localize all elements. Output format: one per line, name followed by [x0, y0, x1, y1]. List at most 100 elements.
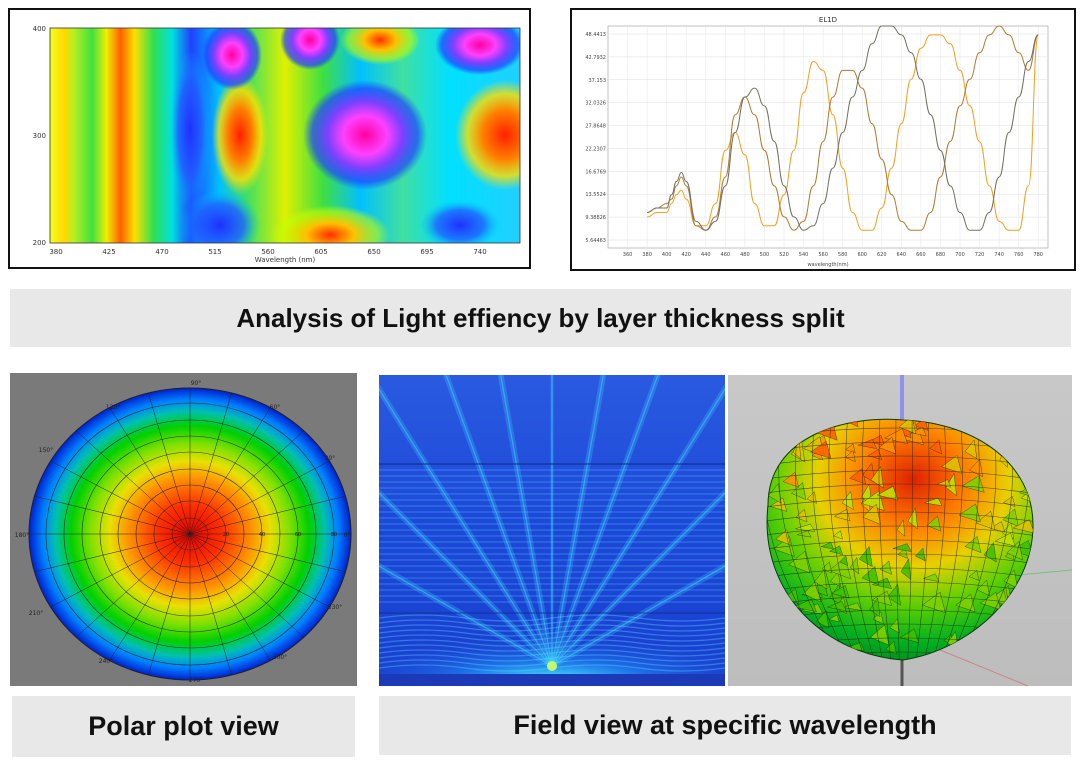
polar-radial-label: 40: [259, 532, 265, 538]
field-ray: [551, 492, 725, 667]
heatmap-x-tick: 515: [208, 248, 221, 256]
polar-spoke: [189, 407, 271, 535]
far-field-mesh-line: [767, 567, 1033, 579]
far-field-spike: [816, 610, 830, 629]
line-chart-y-tick: 16.6769: [585, 169, 606, 175]
field-fringe: [379, 649, 725, 657]
polar-spoke: [148, 392, 191, 535]
polar-angle-label: 210°: [29, 610, 43, 617]
far-field-spike: [955, 643, 974, 656]
polar-spoke: [189, 533, 330, 608]
far-field-spike: [1032, 419, 1033, 428]
far-field-mesh-line: [767, 511, 1033, 523]
polar-angle-label: 120°: [106, 404, 120, 411]
line-chart-x-tick: 520: [779, 252, 789, 258]
far-field-mesh-line: [923, 419, 947, 661]
line-chart-x-tick: 640: [897, 252, 907, 258]
line-chart-x-tick: 760: [1014, 252, 1024, 258]
far-field-spike: [900, 558, 912, 581]
far-field-spike: [896, 519, 906, 537]
far-field-spike: [869, 597, 881, 618]
line-chart-x-label: wavelength(nm): [807, 262, 848, 268]
polar-spoke: [75, 533, 191, 638]
field-ray: [500, 375, 553, 667]
far-field-spike: [910, 426, 927, 437]
polar-spoke: [189, 460, 330, 535]
far-field-spike: [795, 508, 808, 523]
far-field-spike: [788, 550, 810, 574]
far-field-mesh-line: [861, 419, 884, 661]
line-chart-x-tick: 400: [662, 252, 672, 258]
far-field-spike: [775, 529, 791, 546]
polar-angle-label: 240°: [99, 658, 113, 665]
field-ray: [551, 375, 604, 667]
polar-angle-labels: 90° 120° 60° 150° 30° 180° 0° 210° 330° …: [15, 380, 351, 684]
far-field-spike: [857, 439, 877, 449]
far-field-mesh-line: [767, 469, 1033, 481]
far-field-mesh-line: [767, 455, 1033, 467]
line-chart-y-tick: 13.5524: [585, 192, 606, 198]
analysis-banner: Analysis of Light effiency by layer thic…: [10, 289, 1071, 347]
polar-banner: Polar plot view: [12, 696, 355, 757]
line-chart-x-tick: 660: [916, 252, 926, 258]
line-chart-y-tick: 22.2307: [585, 146, 606, 152]
polar-angle-label: 90°: [191, 380, 202, 387]
heatmap-x-tick: 740: [473, 248, 486, 256]
line-chart-y-ticks: 48.4413 42.7932 37.153 32.0326 27.8648 22.230…: [585, 32, 606, 244]
far-field-mesh-line: [895, 419, 900, 661]
line-chart-grid: [608, 26, 1048, 248]
line-chart-y-tick: 37.153: [589, 78, 607, 84]
far-field-spike: [868, 435, 885, 446]
field-fringe: [379, 614, 725, 622]
far-field-spike: [861, 462, 875, 483]
far-field-spike: [897, 547, 908, 559]
axis-line: [1017, 569, 1072, 576]
line-chart-y-tick: 9.38826: [585, 215, 606, 221]
far-field-mesh-line: [828, 419, 868, 661]
far-field-mesh-line: [767, 497, 1033, 509]
polar-angle-label: 270°: [189, 677, 203, 684]
far-field-spike: [945, 472, 957, 497]
field-fringe: [379, 644, 725, 652]
far-field-mesh-line: [767, 483, 1033, 495]
polar-banner-text: Polar plot view: [88, 711, 279, 741]
polar-radial-label: 80: [331, 532, 337, 538]
polar-spokes: [29, 388, 351, 680]
far-field-spike: [849, 556, 860, 575]
far-field-spike: [872, 611, 884, 625]
heatmap-x-ticks: 380 425 470 515 560 605 650 695 740: [49, 248, 486, 256]
line-chart-y-tick: 32.0326: [585, 101, 606, 107]
line-chart-y-tick: 27.8648: [585, 124, 606, 130]
heatmap-x-tick: 425: [102, 248, 115, 256]
far-field-spike: [954, 419, 968, 427]
far-field-spike: [862, 503, 881, 525]
heatmap-x-tick: 560: [261, 248, 274, 256]
far-field-spike: [810, 419, 830, 424]
line-chart-x-tick: 480: [740, 252, 750, 258]
polar-spoke: [34, 495, 191, 535]
far-field-spike: [968, 570, 980, 581]
far-field-mesh-line: [767, 581, 1033, 593]
far-field-spike: [976, 648, 987, 661]
line-chart: EL1D 48.4413 42.7932 37.153 32.0326 27.8648 2…: [585, 16, 1049, 268]
far-field-spike: [1028, 471, 1033, 492]
far-field-spike: [1018, 607, 1033, 616]
line-chart-x-tick: 600: [857, 252, 867, 258]
far-field-spike: [806, 491, 817, 504]
far-field-spike: [941, 455, 962, 474]
far-field-spike: [796, 530, 812, 538]
far-field-spike: [782, 471, 799, 488]
line-chart-series-group: [647, 25, 1039, 231]
field-banner-text: Field view at specific wavelength: [513, 710, 937, 740]
polar-spoke: [75, 430, 191, 535]
far-field-mesh-line: [767, 553, 1033, 565]
line-chart-series-3: [647, 25, 1039, 231]
field-fringe: [379, 624, 725, 632]
axis-line: [927, 644, 1029, 686]
line-chart-x-tick: 460: [721, 252, 731, 258]
far-field-mesh-line: [767, 525, 1033, 537]
polar-radial-label: 60: [295, 532, 301, 538]
far-field-spike: [926, 515, 942, 532]
polar-spoke: [34, 533, 191, 573]
field-ray: [551, 565, 725, 667]
